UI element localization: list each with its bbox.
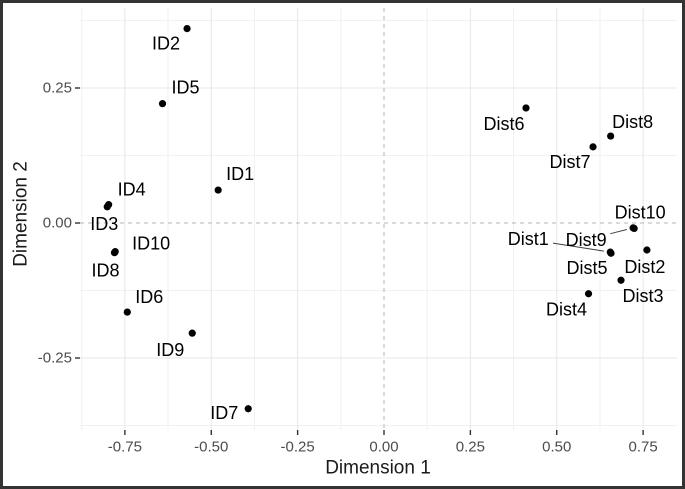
point-label-Dist2: Dist2: [624, 257, 665, 277]
point-label-ID1: ID1: [226, 164, 254, 184]
point-label-ID9: ID9: [156, 340, 184, 360]
gridlines-minor: [80, 8, 677, 430]
point-label-ID3: ID3: [90, 214, 118, 234]
data-point-Dist3: [617, 276, 625, 284]
point-label-Dist9: Dist9: [566, 230, 607, 250]
data-point-ID4: [105, 201, 113, 209]
data-point-Dist7: [589, 143, 597, 151]
data-point-Dist4: [584, 290, 593, 298]
point-label-Dist7: Dist7: [550, 152, 591, 172]
data-point-ID2: [183, 25, 191, 33]
x-tick-label: 0.75: [629, 439, 658, 456]
leader-line-Dist1: [552, 242, 604, 252]
data-point-ID10: [111, 248, 119, 256]
y-tick-label: 0.00: [43, 215, 72, 232]
point-label-Dist10: Dist10: [615, 202, 666, 222]
data-point-ID9: [188, 329, 196, 337]
zero-reference-lines: [80, 8, 677, 430]
data-point-ID1: [214, 186, 222, 194]
point-label-ID10: ID10: [132, 234, 170, 254]
point-label-Dist3: Dist3: [623, 286, 664, 306]
data-point-Dist5: [607, 249, 615, 257]
leader-line-Dist9: [610, 228, 627, 235]
axis-tick-labels: -0.75 -0.50 -0.25 0.00 0.25 0.50 0.75 0.25 0.00 -…: [38, 80, 658, 456]
point-label-ID4: ID4: [118, 180, 146, 200]
data-point-ID6: [123, 308, 131, 316]
gridlines-major: [80, 8, 677, 430]
x-tick-label: -0.25: [281, 439, 315, 456]
point-label-Dist5: Dist5: [566, 258, 607, 278]
x-tick-label: 0.25: [456, 439, 485, 456]
x-axis-title: Dimension 1: [325, 458, 431, 479]
point-label-ID6: ID6: [135, 287, 163, 307]
point-label-Dist1: Dist1: [508, 229, 549, 249]
label-leader-lines: [552, 228, 627, 252]
point-label-Dist8: Dist8: [612, 112, 653, 132]
x-tick-label: 0.50: [542, 439, 571, 456]
axis-tick-marks: [75, 87, 644, 435]
data-point-Dist8: [607, 132, 615, 140]
point-label-Dist4: Dist4: [546, 300, 587, 320]
data-point-ID5: [158, 100, 167, 108]
data-point-Dist10: [630, 224, 638, 232]
data-points: [103, 25, 651, 413]
point-label-ID5: ID5: [172, 78, 200, 98]
point-label-ID2: ID2: [152, 34, 180, 54]
data-point-Dist6: [522, 104, 530, 112]
y-tick-label: -0.25: [38, 350, 72, 367]
y-axis-title: Dimension 2: [11, 161, 32, 267]
point-label-ID8: ID8: [92, 261, 120, 281]
x-tick-label: -0.50: [194, 439, 228, 456]
x-tick-label: 0.00: [369, 439, 398, 456]
data-point-Dist2: [643, 246, 651, 254]
point-label-Dist6: Dist6: [483, 114, 524, 134]
point-label-ID7: ID7: [210, 403, 238, 423]
y-tick-label: 0.25: [43, 80, 72, 97]
x-tick-label: -0.75: [108, 439, 142, 456]
data-point-ID7: [244, 405, 252, 413]
